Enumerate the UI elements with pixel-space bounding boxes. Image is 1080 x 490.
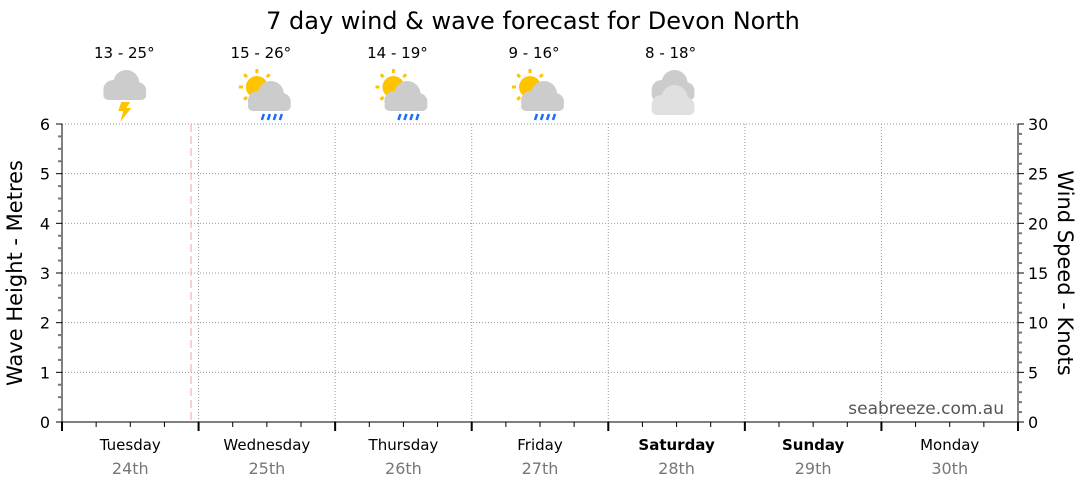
date-label: 28th [658,459,695,478]
y2-tick-label: 0 [1028,413,1038,432]
date-label: 30th [931,459,968,478]
temp-range: 14 - 19° [367,44,428,62]
y-tick-label: 3 [40,264,50,283]
y2-tick-label: 25 [1028,165,1048,184]
y-tick-label: 5 [40,165,50,184]
day-label: Friday [517,436,563,454]
date-label: 26th [385,459,422,478]
sun-cloud-rain-icon [375,69,428,121]
sun-cloud-rain-icon [238,69,291,121]
sun-cloud-rain-icon [512,69,564,121]
temp-range: 13 - 25° [94,44,155,62]
watermark: seabreeze.com.au [848,399,1004,419]
cloudy-icon [651,70,695,115]
y-tick-label: 1 [40,363,50,382]
temp-range: 15 - 26° [231,44,292,62]
y-tick-label: 2 [40,314,50,333]
date-label: 24th [112,459,149,478]
y2-tick-label: 5 [1028,363,1038,382]
thunderstorm-icon [103,70,147,122]
date-label: 29th [795,459,832,478]
date-label: 27th [522,459,559,478]
y2-tick-label: 30 [1028,115,1048,134]
temp-range: 9 - 16° [508,44,559,62]
y2-tick-label: 15 [1028,264,1048,283]
temp-range: 8 - 18° [645,44,696,62]
date-label: 25th [248,459,285,478]
y-tick-label: 4 [40,214,50,233]
day-label: Thursday [368,436,439,454]
y2-tick-label: 20 [1028,214,1048,233]
day-label: Sunday [782,436,845,454]
day-label: Monday [920,436,979,454]
y-tick-label: 0 [40,413,50,432]
y2-tick-label: 10 [1028,314,1048,333]
chart-title: 7 day wind & wave forecast for Devon Nor… [266,7,800,35]
y-tick-label: 6 [40,115,50,134]
day-label: Tuesday [99,436,161,454]
day-label: Wednesday [223,436,310,454]
y2-axis-label: Wind Speed - Knots [1053,170,1077,375]
y-axis-label: Wave Height - Metres [3,160,27,386]
day-label: Saturday [638,436,715,454]
